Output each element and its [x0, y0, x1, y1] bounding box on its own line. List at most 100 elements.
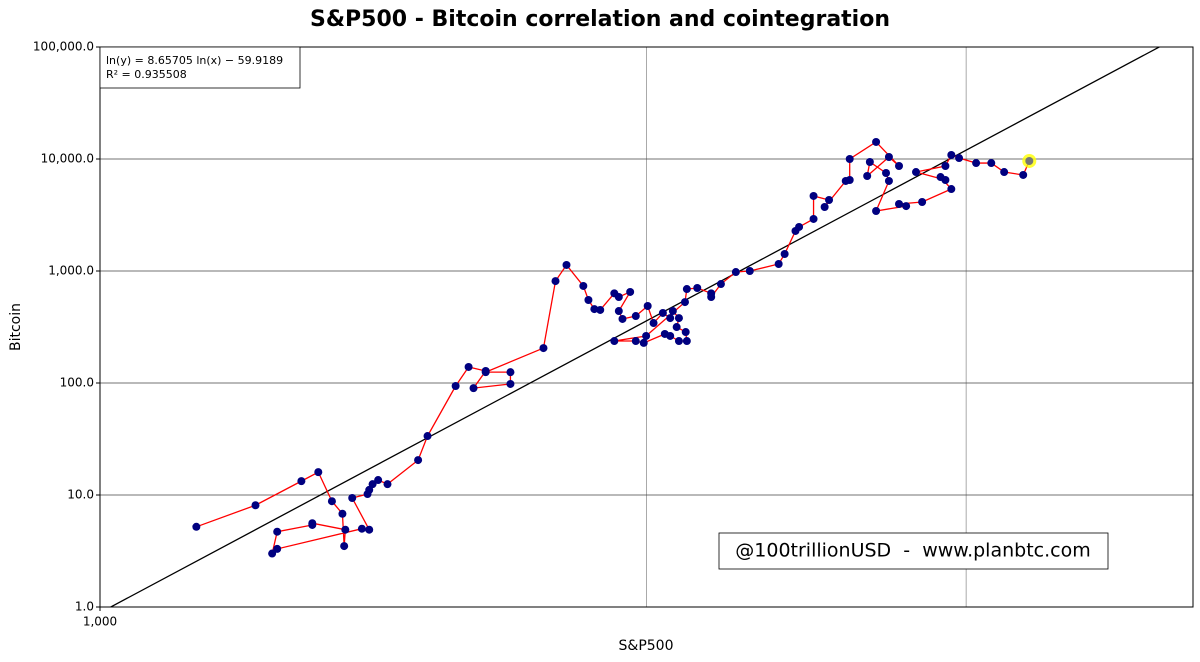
point — [273, 544, 282, 553]
point — [618, 314, 627, 323]
point — [918, 198, 927, 207]
point — [642, 331, 651, 340]
point — [365, 525, 374, 534]
point — [658, 308, 667, 317]
point — [357, 524, 366, 533]
point — [865, 158, 874, 167]
point — [614, 307, 623, 316]
point — [506, 379, 515, 388]
point — [614, 292, 623, 301]
point — [947, 185, 956, 194]
watermark-box — [718, 532, 1109, 570]
chart-title: S&P500 - Bitcoin correlation and cointeg… — [310, 7, 890, 32]
point — [251, 501, 260, 510]
point — [506, 368, 515, 377]
y-tick-label: 100.0 — [60, 376, 94, 390]
point — [643, 301, 652, 310]
point — [590, 305, 599, 314]
point — [423, 432, 432, 441]
point — [902, 202, 911, 211]
point — [681, 328, 690, 337]
point — [374, 476, 383, 485]
point — [863, 172, 872, 181]
point — [539, 344, 548, 353]
point — [268, 549, 277, 558]
point — [872, 207, 881, 216]
point — [562, 260, 571, 269]
point — [368, 480, 377, 489]
point — [780, 250, 789, 259]
point — [348, 494, 357, 503]
point — [809, 214, 818, 223]
point — [340, 542, 349, 551]
point — [579, 281, 588, 290]
fit-line — [109, 47, 1161, 607]
point — [895, 161, 904, 170]
point — [464, 362, 473, 371]
point — [707, 292, 716, 301]
point — [884, 176, 893, 185]
point — [872, 137, 881, 146]
point — [682, 285, 691, 294]
point — [680, 298, 689, 307]
y-tick-label: 10,000.0 — [41, 152, 94, 166]
y-tick-label: 1,000.0 — [48, 264, 94, 278]
y-tick-label: 100,000.0 — [33, 40, 94, 54]
point — [911, 168, 920, 177]
point — [1025, 156, 1034, 165]
point — [666, 314, 675, 323]
point — [895, 199, 904, 208]
point — [626, 287, 635, 296]
point — [365, 485, 374, 494]
point — [845, 176, 854, 185]
point — [672, 323, 681, 332]
point — [941, 161, 950, 170]
point — [682, 337, 691, 346]
point — [809, 191, 818, 200]
point — [668, 307, 677, 316]
point — [693, 284, 702, 293]
point — [649, 319, 658, 328]
point — [327, 497, 336, 506]
point — [631, 337, 640, 346]
equation-box — [99, 46, 301, 89]
point — [745, 267, 754, 275]
point — [273, 527, 282, 536]
plot-area — [109, 47, 1161, 607]
point — [820, 203, 829, 212]
point — [941, 176, 950, 185]
y-tick-label: 1.0 — [75, 600, 94, 614]
point — [610, 337, 619, 346]
point — [731, 268, 740, 277]
x-axis-label: S&P500 — [619, 638, 674, 654]
point — [297, 477, 306, 486]
point — [674, 337, 683, 346]
x-tick-label: 1,000 — [83, 615, 117, 629]
y-axis-label: Bitcoin — [8, 303, 24, 351]
point — [987, 159, 996, 168]
point — [716, 280, 725, 289]
point — [639, 338, 648, 347]
equation-text: ln(y) = 8.65705 ln(x) − 59.9189 — [106, 54, 283, 67]
point — [192, 522, 201, 531]
point — [383, 480, 392, 489]
equation-text: R² = 0.935508 — [106, 68, 187, 81]
point — [774, 259, 783, 268]
point — [1019, 170, 1028, 179]
point — [660, 329, 669, 338]
point — [451, 382, 460, 391]
point — [308, 520, 317, 529]
point — [631, 312, 640, 321]
point — [882, 168, 891, 177]
point — [1000, 168, 1009, 177]
point — [338, 509, 347, 518]
point — [884, 152, 893, 161]
y-tick-label: 10.0 — [67, 488, 94, 502]
plot-frame — [99, 46, 1194, 608]
point — [947, 150, 956, 159]
point — [955, 154, 964, 163]
point — [414, 456, 423, 465]
point — [795, 222, 804, 231]
point — [341, 525, 350, 534]
